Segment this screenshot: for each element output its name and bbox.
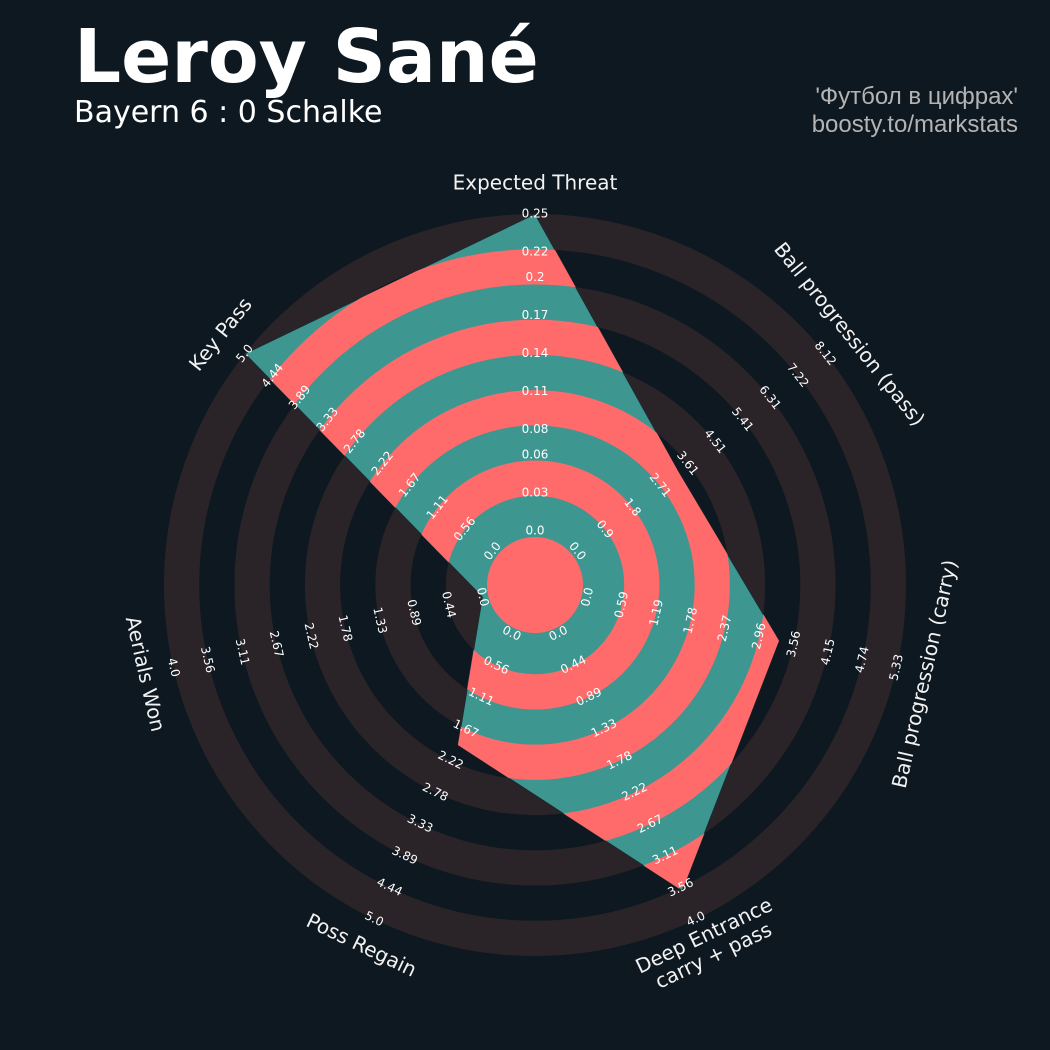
tick-label: 0.0 — [578, 586, 596, 608]
tick-label: 1.78 — [681, 606, 701, 635]
tick-label: 1.19 — [646, 598, 666, 627]
tick-label: 0.2 — [525, 270, 544, 284]
tick-label: 0.03 — [522, 485, 549, 499]
tick-label: 3.56 — [198, 645, 218, 674]
tick-label: 4.74 — [852, 645, 872, 674]
tick-label: 0.14 — [522, 346, 549, 360]
tick-label: 2.37 — [715, 614, 735, 643]
tick-label: 4.0 — [165, 657, 183, 679]
tick-label: 0.0 — [474, 586, 492, 608]
tick-label: 0.89 — [404, 598, 424, 627]
radar-ring — [244, 249, 779, 891]
chart-title: Leroy Sané — [74, 14, 539, 100]
tick-label: 3.56 — [784, 629, 804, 658]
tick-label: 0.11 — [522, 384, 549, 398]
credit: 'Футбол в цифрах' — [815, 83, 1018, 110]
tick-label: 2.67 — [267, 629, 287, 658]
chart-subtitle: Bayern 6 : 0 Schalke — [74, 95, 382, 130]
tick-label: 0.22 — [522, 245, 549, 259]
tick-label: 0.59 — [612, 590, 632, 619]
tick-label: 0.08 — [522, 422, 549, 436]
tick-label: 2.96 — [749, 621, 769, 650]
tick-label: 0.44 — [439, 590, 459, 619]
tick-label: 5.33 — [886, 653, 906, 682]
tick-label: 1.33 — [370, 606, 390, 635]
tick-label: 0.25 — [522, 207, 549, 221]
tick-label: 3.11 — [233, 637, 253, 666]
tick-label: 0.0 — [525, 524, 544, 538]
credit: boosty.to/markstats — [812, 111, 1018, 138]
center-circle — [487, 537, 583, 633]
tick-label: 0.17 — [522, 308, 549, 322]
category-label: Expected Threat — [453, 171, 618, 195]
tick-label: 4.15 — [818, 637, 838, 666]
tick-label: 2.22 — [302, 621, 322, 650]
tick-label: 1.78 — [336, 614, 356, 643]
tick-label: 0.06 — [522, 447, 549, 461]
